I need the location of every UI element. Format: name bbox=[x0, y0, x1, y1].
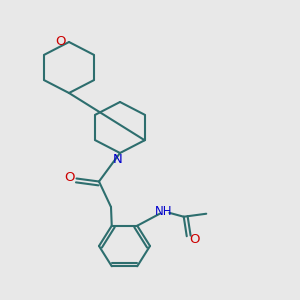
Text: N: N bbox=[113, 153, 122, 166]
Text: O: O bbox=[189, 233, 200, 246]
Text: O: O bbox=[65, 171, 75, 184]
Text: O: O bbox=[55, 34, 65, 48]
Text: NH: NH bbox=[154, 205, 172, 218]
